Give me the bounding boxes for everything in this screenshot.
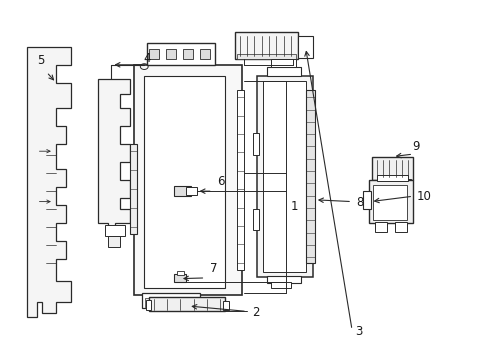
Text: 6: 6: [217, 175, 224, 188]
Bar: [173, 186, 190, 196]
Text: 4: 4: [142, 52, 150, 65]
Bar: [305, 90, 314, 263]
Bar: [372, 185, 407, 220]
Bar: [376, 175, 407, 181]
Bar: [374, 222, 386, 232]
Bar: [271, 59, 295, 67]
Bar: [223, 301, 229, 310]
Bar: [266, 67, 300, 76]
Bar: [142, 293, 200, 308]
Bar: [237, 90, 244, 270]
Bar: [253, 133, 259, 155]
Text: 1: 1: [290, 201, 298, 213]
Bar: [271, 282, 290, 288]
Bar: [183, 49, 193, 59]
Bar: [129, 144, 137, 234]
Bar: [149, 297, 224, 311]
Bar: [298, 36, 312, 58]
Bar: [159, 298, 166, 307]
Bar: [173, 298, 181, 307]
Bar: [146, 43, 215, 65]
Bar: [145, 300, 150, 310]
Bar: [253, 209, 259, 230]
Bar: [266, 276, 300, 283]
Bar: [107, 236, 120, 247]
Bar: [145, 298, 153, 307]
Bar: [177, 271, 183, 275]
Bar: [149, 49, 159, 59]
Bar: [144, 76, 224, 288]
Bar: [166, 49, 176, 59]
Bar: [185, 187, 196, 195]
Bar: [256, 76, 312, 277]
Bar: [134, 65, 242, 295]
Text: 2: 2: [251, 306, 259, 319]
Bar: [394, 222, 407, 232]
Text: 3: 3: [354, 325, 362, 338]
Bar: [237, 54, 295, 59]
Bar: [368, 180, 412, 223]
Bar: [105, 225, 124, 236]
Text: 9: 9: [411, 140, 419, 153]
Bar: [362, 191, 370, 209]
Bar: [200, 49, 210, 59]
Text: 8: 8: [355, 196, 363, 209]
Bar: [398, 179, 410, 184]
Bar: [371, 157, 412, 180]
Bar: [173, 274, 185, 282]
Text: 7: 7: [210, 262, 217, 275]
Text: 5: 5: [37, 54, 44, 67]
Text: 10: 10: [416, 190, 430, 203]
Bar: [234, 32, 298, 59]
Bar: [263, 81, 305, 272]
Polygon shape: [98, 79, 129, 234]
Polygon shape: [27, 47, 71, 317]
Bar: [186, 298, 194, 307]
Bar: [376, 179, 388, 184]
